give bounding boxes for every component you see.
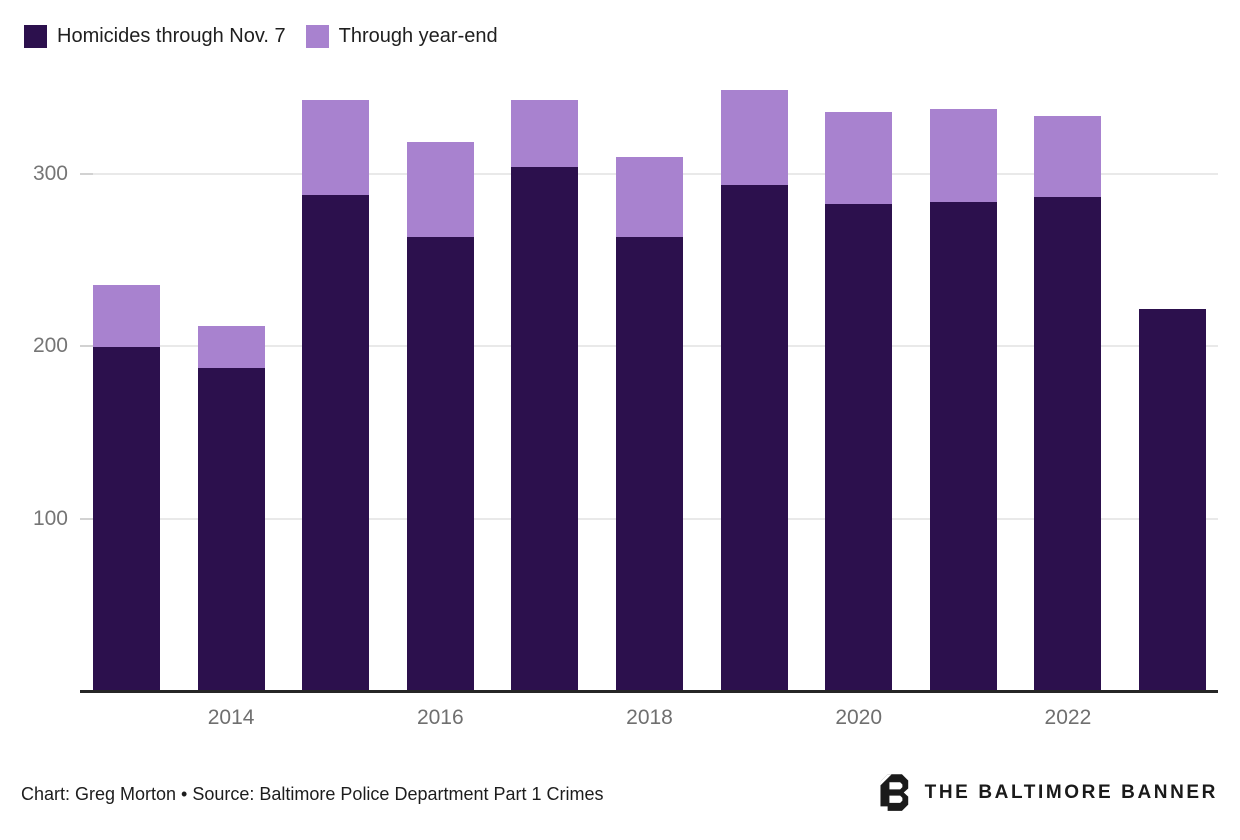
bar-2022-through-nov7 [1034,196,1102,691]
y-tick-label-100: 100 [32,507,68,531]
bar-2019-year-end [720,89,788,185]
bar-2021-year-end [929,108,997,202]
y-tick-100 [80,518,93,521]
baltimore-banner-wordmark: THE BALTIMORE BANNER [924,782,1218,803]
chart-credit: Chart: Greg Morton • Source: Baltimore P… [21,784,604,804]
bar-2017-year-end [511,100,579,168]
bar-2021-through-nov7 [929,202,997,691]
y-tick-300 [80,172,93,175]
bar-2020-through-nov7 [825,203,893,691]
bar-2013-through-nov7 [93,347,160,691]
y-tick-label-300: 300 [32,161,68,185]
bar-2017-through-nov7 [511,167,579,691]
bar-2018-through-nov7 [616,236,683,691]
x-tick-label-2014: 2014 [207,706,255,729]
baltimore-banner-brand: THE BALTIMORE BANNER [876,772,1218,814]
bar-2023-through-nov7 [1139,309,1206,691]
x-tick-label-2022: 2022 [1044,706,1092,729]
bar-2022-year-end [1034,115,1102,197]
bar-2015-year-end [302,100,370,195]
legend-item-nov7: Homicides through Nov. 7 [24,25,286,48]
bar-2019-through-nov7 [720,184,788,691]
x-tick-label-2018: 2018 [626,706,673,729]
y-tick-200 [80,345,93,348]
bar-2014-year-end [197,326,265,368]
bar-2014-through-nov7 [197,367,265,691]
legend-label-nov7: Homicides through Nov. 7 [57,25,286,47]
bar-2016-through-nov7 [406,236,474,691]
bar-2020-year-end [825,112,893,204]
x-axis-line [80,690,1218,693]
bar-2013-year-end [93,284,160,348]
x-tick-label-2016: 2016 [416,706,464,729]
bar-2015-through-nov7 [302,195,370,691]
bar-2016-year-end [406,141,474,237]
chart-legend: Homicides through Nov. 7 Through year-en… [24,25,518,48]
x-tick-label-2020: 2020 [835,706,883,729]
y-tick-label-200: 200 [32,334,68,358]
baltimore-banner-logo-icon [880,774,908,811]
bar-2018-year-end [616,157,683,237]
legend-swatch-year-end-icon [305,25,329,48]
legend-swatch-nov7-icon [24,25,47,48]
legend-item-year-end: Through year-end [305,25,498,48]
legend-label-year-end: Through year-end [338,25,498,47]
